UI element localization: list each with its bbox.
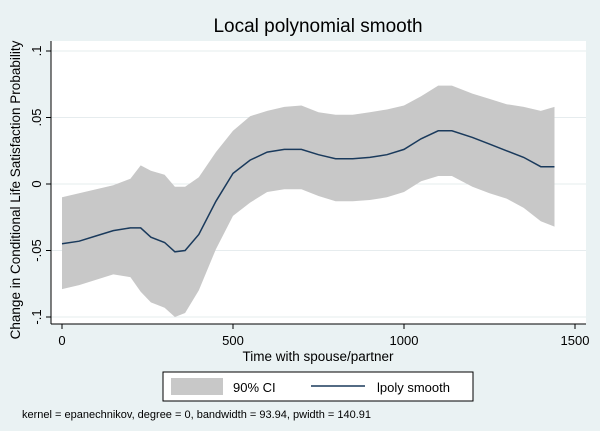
legend-swatch-ci xyxy=(171,378,223,395)
y-tick-label: .1 xyxy=(29,46,44,57)
chart-title: Local polynomial smooth xyxy=(213,16,422,37)
lpoly-smooth-line xyxy=(61,130,555,253)
y-tick-label: .05 xyxy=(29,108,44,126)
x-tick-label: 500 xyxy=(222,333,244,348)
x-axis-label: Time with spouse/partner xyxy=(242,349,394,364)
x-axis-ticks: 0 500 1000 1500 xyxy=(58,324,589,348)
legend: 90% CI lpoly smooth xyxy=(162,371,474,402)
x-tick-label: 1500 xyxy=(561,333,590,348)
y-tick-label: -.05 xyxy=(29,239,44,261)
y-tick-label: 0 xyxy=(29,180,44,187)
y-axis-label: Change in Conditional Life Satisfaction … xyxy=(8,40,23,339)
x-tick-label: 1000 xyxy=(390,333,419,348)
chart-note: kernel = epanechnikov, degree = 0, bandw… xyxy=(22,409,371,421)
x-tick-label: 0 xyxy=(58,333,65,348)
y-axis-ticks: -.1 -.05 0 .05 .1 xyxy=(29,46,51,325)
y-tick-label: -.1 xyxy=(29,309,44,324)
legend-label-smooth: lpoly smooth xyxy=(377,380,450,395)
ci-band-90 xyxy=(62,85,555,317)
legend-label-ci: 90% CI xyxy=(233,380,276,395)
